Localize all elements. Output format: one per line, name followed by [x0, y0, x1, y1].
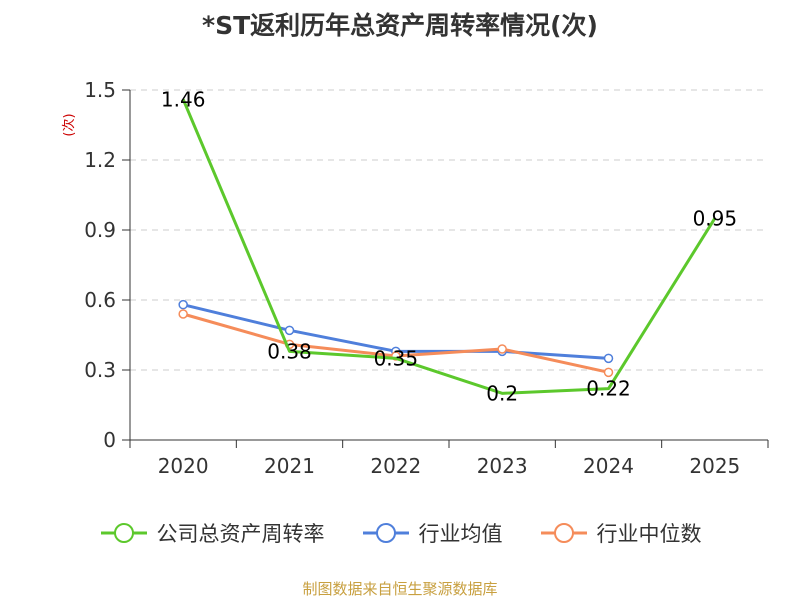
chart-area: 0 0.3 0.6 0.9 1.2 1.5 2020 2021 2022 2023 2024 2025… — [61, 78, 769, 478]
y-tick-label: 1.2 — [84, 148, 116, 172]
data-label: 1.46 — [161, 87, 206, 111]
y-tick-label: 1.5 — [84, 78, 116, 102]
legend-line-circle-icon — [362, 523, 409, 543]
legend-line-circle-icon — [540, 523, 587, 543]
series-line-0 — [181, 98, 717, 395]
series-lines — [178, 98, 717, 395]
legend-line-circle-icon — [100, 523, 147, 543]
x-tick-label: 2023 — [477, 454, 528, 478]
grid-lines — [130, 89, 768, 371]
x-tick-label: 2025 — [689, 454, 740, 478]
y-axis-label: (次) — [61, 113, 77, 136]
source-note: 制图数据来自恒生聚源数据库 — [302, 580, 498, 598]
data-label: 0.35 — [374, 346, 419, 370]
y-tick-label: 0 — [103, 428, 116, 452]
data-labels: 1.46 0.38 0.35 0.2 0.22 0.95 — [161, 87, 737, 405]
legend-label: 公司总资产周转率 — [156, 522, 325, 546]
legend-label: 行业中位数 — [596, 522, 702, 546]
y-tick-label: 0.3 — [84, 358, 116, 382]
data-label: 0.22 — [586, 377, 631, 401]
x-tick-label: 2021 — [264, 454, 315, 478]
legend-label: 行业均值 — [418, 522, 503, 546]
legend-item[interactable]: 行业中位数 — [539, 518, 702, 548]
data-point-marker — [178, 299, 188, 310]
data-point-marker — [178, 309, 188, 319]
x-tick-label: 2022 — [370, 454, 421, 478]
data-point-marker — [603, 353, 614, 364]
legend: 公司总资产周转率 行业均值 行业中位数 — [0, 518, 800, 548]
data-label: 0.2 — [486, 381, 518, 405]
y-tick-label: 0.9 — [84, 218, 116, 242]
data-point-marker — [284, 325, 295, 336]
data-label: 0.38 — [267, 339, 312, 363]
legend-item[interactable]: 行业均值 — [361, 518, 503, 548]
legend-item[interactable]: 公司总资产周转率 — [99, 518, 325, 548]
data-point-marker — [603, 367, 614, 378]
data-point-marker — [497, 344, 507, 354]
axes: 0 0.3 0.6 0.9 1.2 1.5 2020 2021 2022 2023 2024 2025 — [84, 78, 769, 478]
data-label: 0.95 — [693, 206, 738, 230]
chart-title: *ST返利历年总资产周转率情况(次) — [202, 11, 598, 40]
x-tick-label: 2024 — [583, 454, 634, 478]
x-tick-label: 2020 — [158, 454, 209, 478]
y-tick-label: 0.6 — [84, 288, 116, 312]
